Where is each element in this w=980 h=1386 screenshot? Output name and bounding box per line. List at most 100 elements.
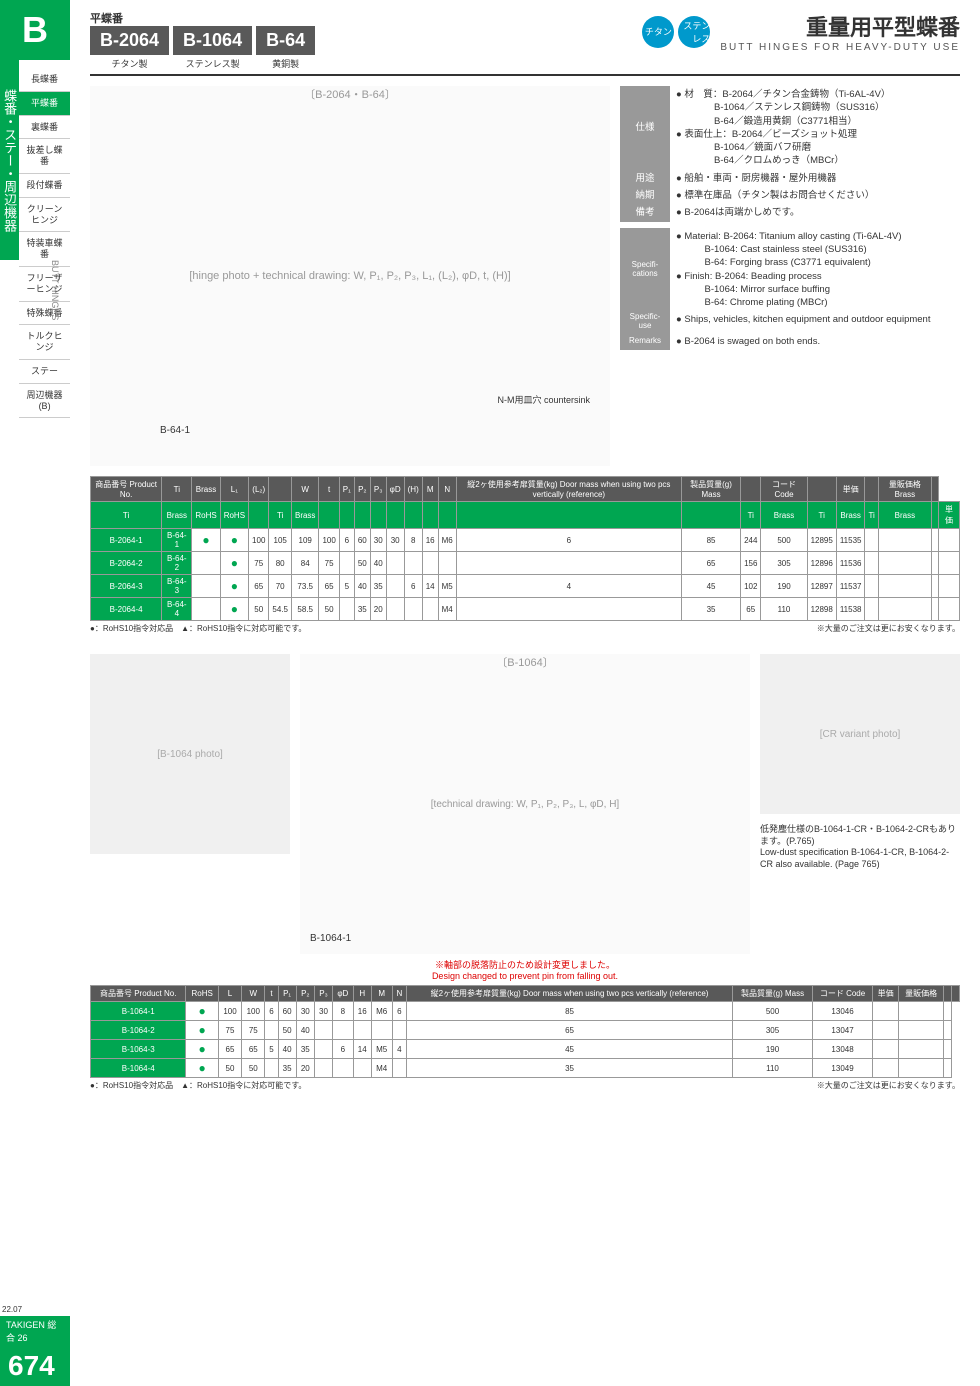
table-cell: 60 bbox=[278, 1002, 296, 1021]
table-cell: 85 bbox=[681, 529, 740, 552]
sidebar-item[interactable]: トルクヒンジ bbox=[19, 325, 70, 360]
sidebar-item[interactable]: ステー bbox=[19, 360, 70, 384]
col-header: 縦2ヶ使用参考扉質量(kg) Door mass when using two … bbox=[407, 986, 733, 1002]
table-cell: 30 bbox=[296, 1002, 314, 1021]
table-cell: 35 bbox=[681, 598, 740, 621]
col-header bbox=[931, 477, 938, 502]
sidebar-item[interactable]: フリーザーヒンジ bbox=[19, 267, 70, 302]
table-cell: B-2064-1 bbox=[91, 529, 162, 552]
table-cell bbox=[333, 1059, 354, 1078]
col-subheader bbox=[370, 502, 386, 529]
diagram-1-caption: B-64-1 bbox=[160, 425, 190, 436]
table-cell: 11538 bbox=[836, 598, 865, 621]
table-cell bbox=[339, 598, 354, 621]
table-cell: M5 bbox=[371, 1040, 392, 1059]
col-header: P₂ bbox=[296, 986, 314, 1002]
table-cell bbox=[386, 575, 404, 598]
col-subheader: Brass bbox=[162, 502, 192, 529]
table-cell: 8 bbox=[404, 529, 422, 552]
table-cell bbox=[386, 598, 404, 621]
table-cell: 50 bbox=[354, 552, 370, 575]
footer-page: 674 bbox=[0, 1346, 70, 1386]
spec-table-2: 商品番号 Product No.RoHSLWtP₁P₂P₃φDHMN縦2ヶ使用参… bbox=[90, 985, 960, 1078]
spec-label: 仕様 bbox=[620, 86, 670, 170]
sidebar-item[interactable]: 裏蝶番 bbox=[19, 116, 70, 140]
col-header: (H) bbox=[404, 477, 422, 502]
col-header bbox=[865, 477, 878, 502]
table-cell: 54.5 bbox=[269, 598, 292, 621]
spec-label: 納期 bbox=[620, 187, 670, 204]
table-cell: ● bbox=[220, 529, 248, 552]
table-cell: 16 bbox=[422, 529, 438, 552]
sidebar-item[interactable]: クリーンヒンジ bbox=[19, 198, 70, 233]
col-header: 量販価格 Brass bbox=[878, 477, 931, 502]
col-header: L₁ bbox=[220, 477, 248, 502]
diagram-2-caption: B-1064-1 bbox=[310, 933, 351, 944]
table-cell bbox=[314, 1059, 332, 1078]
spec-label: Remarks bbox=[620, 333, 670, 350]
table-cell: 4 bbox=[456, 575, 681, 598]
spec-label: Specifi-cations bbox=[620, 228, 670, 312]
table-cell bbox=[265, 1021, 278, 1040]
sidebar-item[interactable]: 抜差し蝶番 bbox=[19, 139, 70, 174]
table-cell: 14 bbox=[353, 1040, 371, 1059]
sidebar-item[interactable]: 周辺機器(B) bbox=[19, 384, 70, 419]
col-subheader: Ti bbox=[269, 502, 292, 529]
table-cell bbox=[931, 529, 938, 552]
variant-photo: [CR variant photo] 低発塵仕様のB-1064-1-CR・B-1… bbox=[760, 654, 960, 954]
spec-value: ● 船舶・車両・厨房機器・屋外用機器 bbox=[670, 170, 960, 187]
sidebar-item[interactable]: 特装車蝶番 bbox=[19, 232, 70, 267]
table-cell bbox=[392, 1059, 407, 1078]
diagram-2: 〔B-1064〕 [technical drawing: W, P₁, P₂, … bbox=[300, 654, 750, 954]
col-header: t bbox=[265, 986, 278, 1002]
table-cell: 75 bbox=[218, 1021, 241, 1040]
table-cell: 100 bbox=[218, 1002, 241, 1021]
col-header: P₁ bbox=[278, 986, 296, 1002]
title-en: BUTT HINGES FOR HEAVY-DUTY USE bbox=[720, 42, 960, 53]
footer-catalog: TAKIGEN 総合 26 bbox=[0, 1316, 70, 1346]
table-cell bbox=[872, 1059, 898, 1078]
col-header bbox=[741, 477, 761, 502]
table-cell: 100 bbox=[242, 1002, 265, 1021]
table-cell: 305 bbox=[761, 552, 807, 575]
sidebar-item[interactable]: 長蝶番 bbox=[19, 68, 70, 92]
col-subheader bbox=[339, 502, 354, 529]
model-material: チタン製 bbox=[90, 57, 169, 70]
col-subheader bbox=[422, 502, 438, 529]
col-subheader: Ti bbox=[91, 502, 162, 529]
side-nav: 長蝶番平蝶番裏蝶番抜差し蝶番段付蝶番クリーンヒンジ特装車蝶番フリーザーヒンジ特殊… bbox=[19, 68, 70, 418]
table-cell: B-1064-3 bbox=[91, 1040, 186, 1059]
sidebar-item[interactable]: 平蝶番 bbox=[19, 92, 70, 116]
sidebar-item[interactable]: 特殊蝶番 bbox=[19, 302, 70, 326]
col-header: 縦2ヶ使用参考扉質量(kg) Door mass when using two … bbox=[456, 477, 681, 502]
col-header: コード Code bbox=[813, 986, 873, 1002]
col-subheader bbox=[931, 502, 938, 529]
model-code: B-64 bbox=[256, 26, 315, 55]
col-header: φD bbox=[386, 477, 404, 502]
table-cell: M6 bbox=[371, 1002, 392, 1021]
table-cell: B-1064-4 bbox=[91, 1059, 186, 1078]
spec-value: ● B-2064は両端かしめです。 bbox=[670, 204, 960, 221]
col-header: W bbox=[291, 477, 318, 502]
table-cell bbox=[265, 1059, 278, 1078]
spec-value: ● Ships, vehicles, kitchen equipment and… bbox=[670, 311, 960, 333]
table-cell: 12897 bbox=[807, 575, 836, 598]
table-cell: 11536 bbox=[836, 552, 865, 575]
table-cell bbox=[931, 598, 938, 621]
bulk-note: ※大量のご注文は更にお安くなります。 bbox=[817, 623, 960, 634]
table-cell: 35 bbox=[370, 575, 386, 598]
table-cell: 50 bbox=[242, 1059, 265, 1078]
table-cell bbox=[314, 1021, 332, 1040]
table-cell: B-64-2 bbox=[162, 552, 192, 575]
sidebar-item[interactable]: 段付蝶番 bbox=[19, 174, 70, 198]
table-cell bbox=[865, 529, 878, 552]
diagram-1: 〔B-2064・B-64〕 [hinge photo + technical d… bbox=[90, 86, 610, 466]
table-cell: 35 bbox=[278, 1059, 296, 1078]
table-cell: 12895 bbox=[807, 529, 836, 552]
col-subheader: Brass bbox=[878, 502, 931, 529]
table-cell: 5 bbox=[339, 575, 354, 598]
table-cell: ● bbox=[220, 575, 248, 598]
col-subheader: Ti bbox=[807, 502, 836, 529]
table-cell: 35 bbox=[354, 598, 370, 621]
col-subheader: Ti bbox=[741, 502, 761, 529]
